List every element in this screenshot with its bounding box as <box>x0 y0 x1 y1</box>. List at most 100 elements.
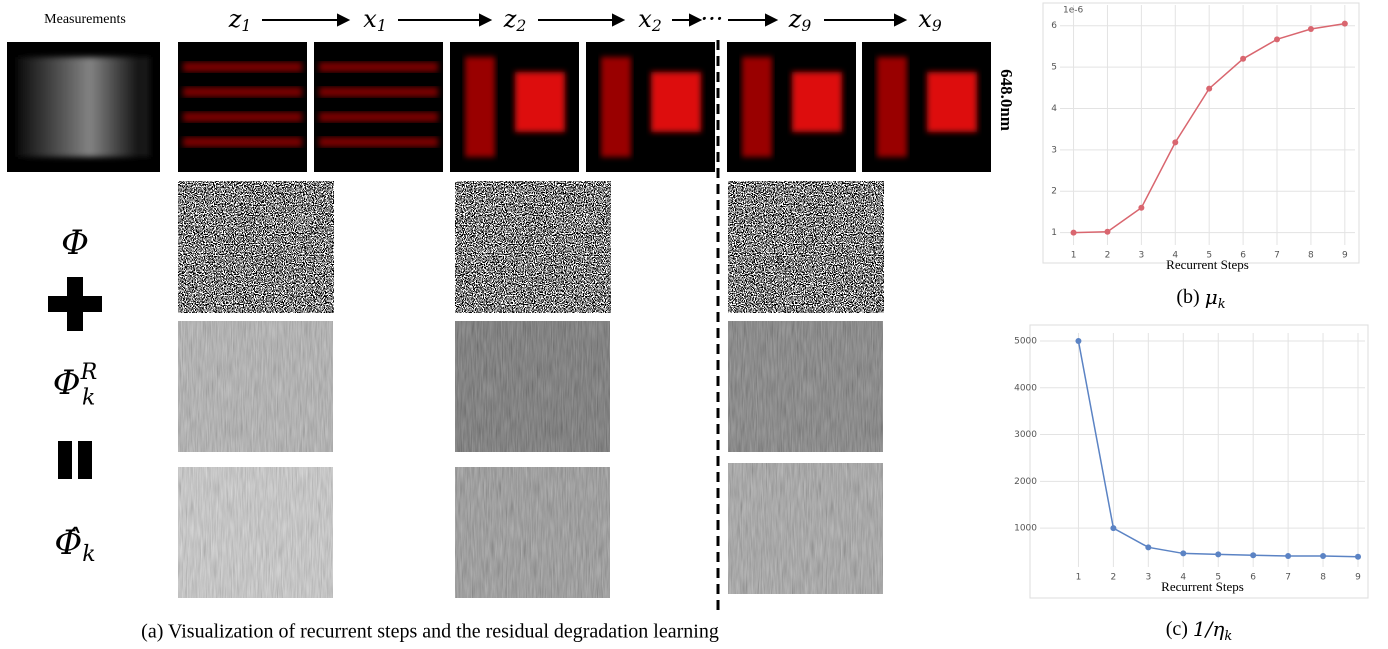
image <box>455 181 611 313</box>
equals-sign <box>58 441 72 479</box>
image-content <box>319 137 438 147</box>
symbol: Φ <box>53 363 81 403</box>
sequence-label: x1 <box>363 5 386 36</box>
image-bg <box>314 42 443 172</box>
image-content <box>319 87 438 97</box>
arrow-head <box>766 15 776 25</box>
superscript: R <box>80 359 98 385</box>
image-content <box>455 181 611 313</box>
image-content <box>601 57 631 157</box>
image-content <box>651 72 701 132</box>
point <box>1104 229 1110 235</box>
caption-prefix: (b) <box>1176 286 1199 308</box>
x-axis-label: Recurrent Steps <box>1161 579 1244 594</box>
sequence-label: z2 <box>503 5 527 36</box>
wavelength-label: 648.0nm <box>997 69 1016 131</box>
x-tick-label: 2 <box>1111 573 1117 583</box>
image <box>314 42 443 172</box>
point <box>1075 338 1081 344</box>
arrow-head <box>480 15 490 25</box>
measurements-label: Measurements <box>44 12 126 27</box>
symbol: ··· <box>701 5 724 33</box>
caption: (a) Visualization of recurrent steps and… <box>141 621 719 643</box>
symbol: x <box>918 5 932 33</box>
image <box>178 181 334 313</box>
x-tick-label: 9 <box>1342 251 1348 261</box>
image-content <box>183 87 302 97</box>
chart-caption: (c) 1/ηk <box>1166 617 1233 644</box>
y-tick-label: 3000 <box>1014 430 1037 440</box>
chart-frame <box>1030 325 1368 598</box>
image-content <box>455 467 610 598</box>
symbol: z <box>228 5 242 33</box>
point <box>1308 26 1314 32</box>
sequence-label: x9 <box>918 5 942 36</box>
x-tick-label: 8 <box>1308 251 1314 261</box>
subscript: 1 <box>377 17 387 35</box>
image <box>728 181 884 313</box>
subscript: k <box>82 385 95 411</box>
image-content <box>465 57 495 157</box>
y-tick-label: 2 <box>1051 187 1057 197</box>
image-content <box>183 137 302 147</box>
image <box>178 467 333 598</box>
symbol: x <box>638 5 652 33</box>
x-tick-label: 3 <box>1145 573 1151 583</box>
image-content <box>792 72 842 132</box>
point <box>1206 86 1212 92</box>
image-content <box>927 72 977 132</box>
image-content <box>728 321 883 452</box>
image <box>728 321 883 452</box>
point <box>1172 139 1178 145</box>
image <box>455 467 610 598</box>
x-tick-label: 1 <box>1071 251 1077 261</box>
subscript: 9 <box>932 17 942 35</box>
image <box>178 321 333 452</box>
arrow-head <box>895 15 905 25</box>
y-tick-label: 5000 <box>1014 336 1037 346</box>
x-tick-label: 8 <box>1320 573 1326 583</box>
x-tick-label: 6 <box>1250 573 1256 583</box>
y-tick-label: 1000 <box>1014 524 1037 534</box>
symbol: Φ <box>61 223 89 263</box>
point <box>1110 525 1116 531</box>
y-tick-label: 2000 <box>1014 477 1037 487</box>
y-tick-label: 4 <box>1051 104 1057 114</box>
chart-caption: (b) μk <box>1176 285 1225 312</box>
y-tick-label: 1 <box>1051 228 1057 238</box>
point <box>1240 56 1246 62</box>
caption-symbol: 1/η <box>1193 617 1224 641</box>
figure: Measurements 648.0nm (a) Visualization o… <box>0 0 1388 649</box>
image <box>862 42 991 172</box>
chart-frame <box>1043 3 1359 263</box>
point <box>1180 550 1186 556</box>
x-tick-label: 3 <box>1139 251 1145 261</box>
point <box>1285 553 1291 559</box>
image-content <box>319 62 438 72</box>
image-content <box>728 463 883 594</box>
sequence-label: z1 <box>228 5 252 36</box>
image-content <box>17 57 150 157</box>
y-tick-label: 6 <box>1051 21 1057 31</box>
y-tick-label: 4000 <box>1014 383 1037 393</box>
x-tick-label: 1 <box>1076 573 1082 583</box>
image <box>178 42 307 172</box>
point <box>1320 553 1326 559</box>
image-content <box>877 57 907 157</box>
image-content <box>728 181 884 313</box>
point <box>1250 552 1256 558</box>
caption-subscript: k <box>1218 297 1226 312</box>
point <box>1274 36 1280 42</box>
subscript: 1 <box>241 17 251 35</box>
arrow-head <box>690 15 700 25</box>
y-tick-label: 3 <box>1051 145 1057 155</box>
x-tick-label: 7 <box>1285 573 1291 583</box>
image-content <box>178 181 334 313</box>
caption-prefix: (c) <box>1166 618 1188 640</box>
symbol: z <box>503 5 517 33</box>
y-tick-label: 5 <box>1051 63 1057 73</box>
arrow-head <box>338 15 348 25</box>
image <box>7 42 160 172</box>
point <box>1138 205 1144 211</box>
